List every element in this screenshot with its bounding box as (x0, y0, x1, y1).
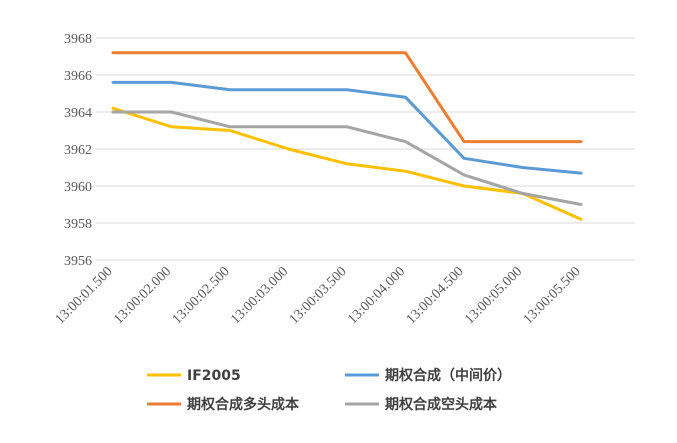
x-tick-label: 13:00:02.500 (170, 264, 233, 327)
y-tick-label: 3966 (64, 69, 92, 84)
gridlines (96, 37, 635, 261)
y-tick-label: 3968 (64, 32, 92, 47)
x-axis-ticks: 13:00:01.50013:00:02.00013:00:02.50013:0… (53, 264, 584, 327)
series-line-3 (111, 110, 583, 206)
x-tick-label: 13:00:01.500 (53, 264, 116, 327)
series-line-2 (111, 51, 583, 144)
legend-item: 期权合成多头成本 (147, 396, 300, 413)
legend-item: 期权合成空头成本 (345, 396, 498, 413)
x-tick-label: 13:00:02.000 (111, 264, 174, 327)
x-tick-label: 13:00:05.000 (462, 264, 525, 327)
y-tick-label: 3960 (64, 180, 92, 195)
legend: IF2005 期权合成（中间价） 期权合成多头成本 期权合成空头成本 (147, 367, 511, 413)
series-line-1 (111, 80, 583, 175)
x-tick-label: 13:00:03.500 (287, 264, 350, 327)
y-tick-label: 3964 (64, 106, 92, 121)
y-tick-label: 3956 (64, 254, 92, 269)
legend-item: 期权合成（中间价） (345, 367, 511, 384)
legend-label: 期权合成多头成本 (187, 396, 300, 413)
x-tick-label: 13:00:04.000 (345, 264, 408, 327)
x-tick-label: 13:00:03.000 (228, 264, 291, 327)
legend-item: IF2005 (147, 368, 241, 384)
legend-label: 期权合成（中间价） (385, 367, 511, 384)
series-line-0 (111, 106, 583, 221)
series-lines (111, 51, 583, 221)
y-axis-ticks: 3956 3958 3960 3962 3964 3966 3968 (64, 32, 92, 269)
y-tick-label: 3962 (64, 143, 92, 158)
y-tick-label: 3958 (64, 217, 92, 232)
legend-label: IF2005 (187, 368, 241, 384)
x-tick-label: 13:00:04.500 (404, 264, 467, 327)
x-tick-label: 13:00:05.500 (521, 264, 584, 327)
legend-label: 期权合成空头成本 (385, 396, 498, 413)
